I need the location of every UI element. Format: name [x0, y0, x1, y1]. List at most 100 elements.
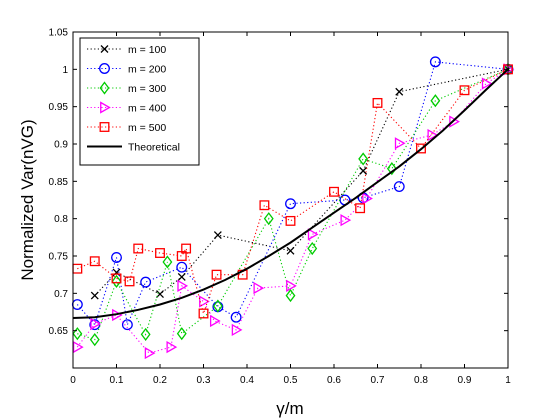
x-tick-label: 0.8 [414, 375, 428, 386]
series-line [94, 68, 509, 296]
x-tick-label: 0.6 [327, 375, 341, 386]
data-point [372, 97, 383, 108]
data-point [111, 274, 122, 288]
series-line [76, 61, 509, 327]
data-point [359, 166, 368, 175]
data-point [358, 152, 369, 166]
x-tick-label: 0.9 [458, 375, 472, 386]
legend-label: m = 200 [128, 64, 166, 76]
legend: m = 100 m = 200 m = 300 m = 400 m = 500 Theor… [79, 37, 200, 166]
legend-label: m = 100 [128, 44, 166, 56]
data-point [209, 314, 221, 328]
data-point [177, 279, 189, 292]
data-point [176, 327, 187, 341]
data-point [156, 290, 164, 299]
legend-marker [100, 101, 111, 114]
legend-label: m = 500 [128, 122, 166, 134]
y-axis-label: Normalized Var(nVG) [18, 119, 37, 280]
legend-marker [99, 122, 110, 132]
data-point [230, 311, 242, 323]
legend-marker [99, 63, 110, 74]
data-point [259, 200, 270, 211]
legend-label: Theoretical [128, 142, 180, 154]
series-line [76, 68, 509, 354]
y-tick-label: 0.8 [54, 214, 68, 225]
legend-label: m = 400 [128, 103, 166, 115]
data-point [89, 333, 100, 347]
data-point [394, 137, 406, 150]
series-2 [72, 62, 513, 347]
data-point [307, 228, 319, 241]
y-tick-label: 0.85 [49, 177, 69, 188]
data-point [162, 255, 173, 269]
y-tick-label: 1 [62, 65, 68, 76]
x-tick-label: 1 [505, 375, 511, 386]
x-tick-label: 0 [70, 375, 76, 386]
x-tick-label: 0.1 [110, 375, 124, 386]
data-point [386, 162, 397, 176]
data-point [213, 231, 222, 240]
legend-marker [100, 45, 109, 53]
data-point [286, 279, 297, 292]
y-tick-label: 0.95 [49, 102, 69, 113]
x-tick-label: 0.2 [153, 375, 167, 386]
data-point [112, 268, 121, 277]
data-point [212, 299, 223, 313]
series-line [77, 68, 509, 341]
data-point [111, 273, 122, 284]
data-point [340, 214, 352, 227]
data-point [307, 241, 318, 256]
series-3 [72, 63, 515, 360]
data-point [459, 85, 470, 96]
series-layer [71, 56, 515, 360]
data-point [133, 243, 144, 254]
data-point [90, 317, 102, 331]
data-point [90, 291, 99, 300]
data-point [176, 261, 188, 273]
data-point [121, 319, 133, 331]
data-point [181, 243, 192, 254]
x-tick-label: 0.3 [197, 375, 211, 386]
data-point [211, 269, 222, 280]
data-point [155, 248, 165, 258]
y-tick-label: 0.75 [49, 252, 69, 263]
data-point [481, 77, 493, 90]
ticks-layer: 0 0.1 0.2 0.3 0.4 0.5 0.6 0.7 0.8 0.9 1 0.65 0.7 0.75… [49, 28, 512, 387]
data-point [285, 215, 296, 226]
y-tick-label: 1.05 [49, 28, 69, 39]
data-point [166, 340, 178, 354]
data-point [355, 203, 366, 214]
data-point [253, 281, 265, 295]
x-tick-label: 0.4 [240, 375, 254, 386]
x-tick-label: 0.7 [371, 375, 385, 386]
y-tick-label: 0.65 [49, 326, 69, 337]
data-point [427, 128, 439, 142]
data-point [430, 94, 441, 108]
data-point [263, 212, 274, 226]
data-point [89, 256, 100, 267]
data-point [72, 327, 83, 341]
legend-box [79, 37, 200, 166]
x-axis-label: γ/m [276, 399, 303, 418]
legend-label: m = 300 [128, 83, 166, 95]
data-point [285, 288, 296, 303]
data-point [144, 346, 156, 360]
data-point [395, 87, 404, 96]
data-point [198, 308, 209, 319]
data-point [140, 276, 152, 288]
data-point [231, 323, 243, 337]
series-5 [72, 68, 509, 319]
data-point [429, 56, 441, 68]
data-point [416, 143, 426, 154]
data-point [124, 276, 135, 287]
data-point [329, 186, 339, 197]
data-point [362, 192, 373, 205]
y-tick-label: 0.7 [54, 289, 68, 300]
data-point [393, 181, 405, 193]
data-point [177, 272, 186, 281]
series-1 [71, 56, 514, 331]
data-point [72, 340, 84, 354]
data-point [111, 252, 122, 263]
legend-marker [99, 81, 110, 95]
